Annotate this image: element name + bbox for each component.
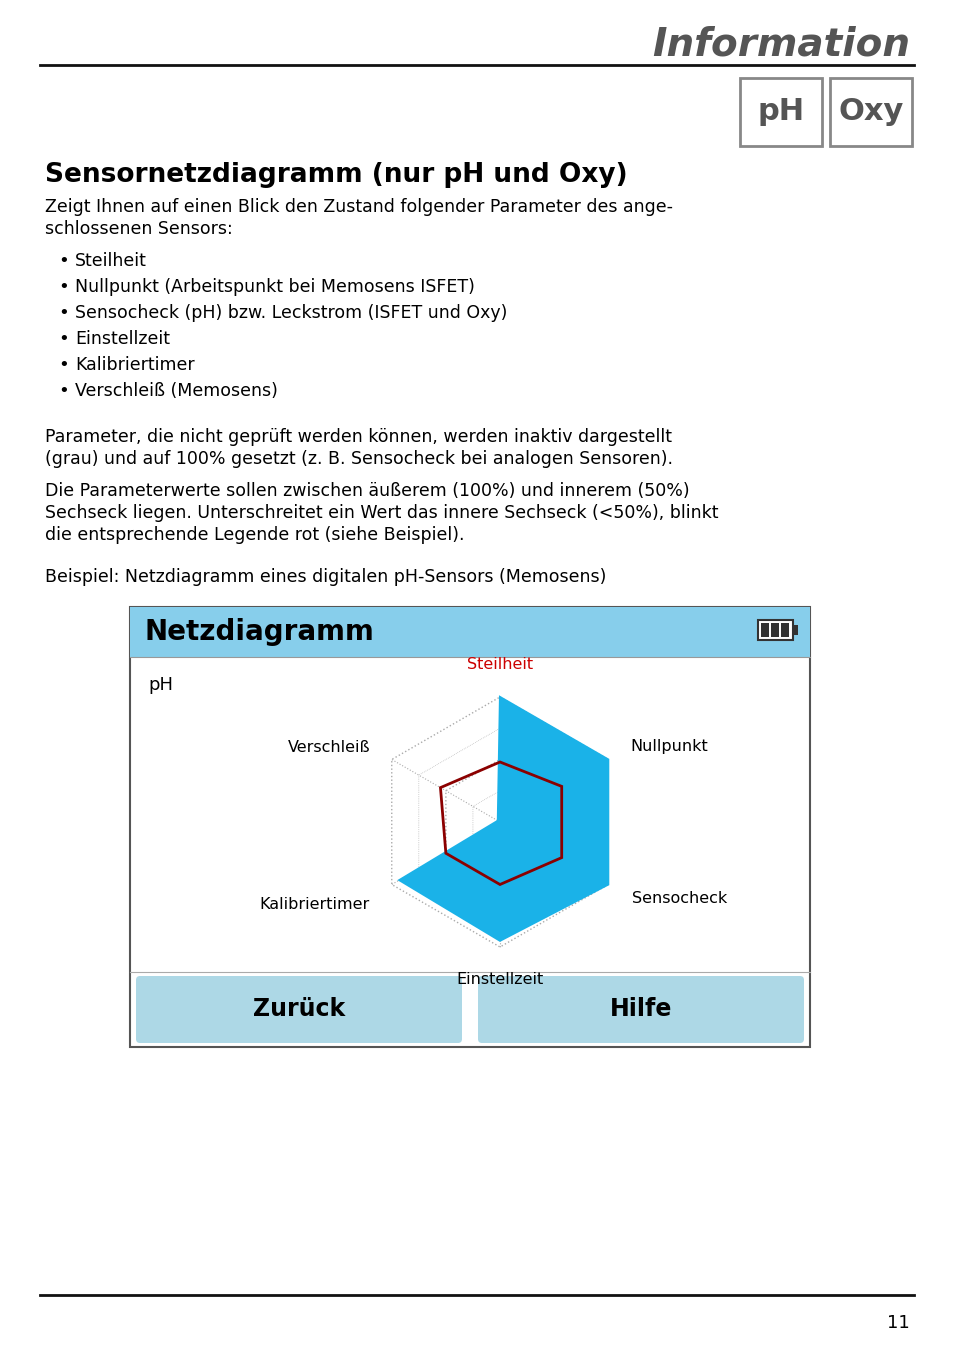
Text: schlossenen Sensors:: schlossenen Sensors: <box>45 221 233 238</box>
Text: Beispiel: Netzdiagramm eines digitalen pH-Sensors (Memosens): Beispiel: Netzdiagramm eines digitalen p… <box>45 568 606 586</box>
FancyBboxPatch shape <box>781 623 788 638</box>
Text: Hilfe: Hilfe <box>609 998 672 1021</box>
FancyBboxPatch shape <box>130 607 809 656</box>
Text: Sensornetzdiagramm (nur pH und Oxy): Sensornetzdiagramm (nur pH und Oxy) <box>45 161 627 188</box>
FancyBboxPatch shape <box>770 623 779 638</box>
Text: Sensocheck (pH) bzw. Leckstrom (ISFET und Oxy): Sensocheck (pH) bzw. Leckstrom (ISFET un… <box>75 304 507 321</box>
FancyBboxPatch shape <box>136 976 461 1042</box>
Text: Nullpunkt: Nullpunkt <box>629 740 707 755</box>
Text: Information: Information <box>651 26 909 65</box>
Text: Steilheit: Steilheit <box>466 656 533 672</box>
Text: •: • <box>58 330 69 348</box>
Text: Verschleiß: Verschleiß <box>287 740 370 755</box>
Text: (grau) und auf 100% gesetzt (z. B. Sensocheck bei analogen Sensoren).: (grau) und auf 100% gesetzt (z. B. Senso… <box>45 451 672 468</box>
Text: Kalibriertimer: Kalibriertimer <box>75 356 194 374</box>
Text: Sechseck liegen. Unterschreitet ein Wert das innere Sechseck (<50%), blinkt: Sechseck liegen. Unterschreitet ein Wert… <box>45 504 718 522</box>
Text: Verschleiß (Memosens): Verschleiß (Memosens) <box>75 382 277 399</box>
Text: •: • <box>58 278 69 296</box>
Text: pH: pH <box>148 677 172 694</box>
Text: •: • <box>58 382 69 399</box>
Text: •: • <box>58 252 69 270</box>
Text: 11: 11 <box>886 1314 909 1332</box>
Text: Nullpunkt (Arbeitspunkt bei Memosens ISFET): Nullpunkt (Arbeitspunkt bei Memosens ISF… <box>75 278 475 296</box>
FancyBboxPatch shape <box>758 620 792 640</box>
FancyBboxPatch shape <box>829 78 911 147</box>
Text: Sensocheck: Sensocheck <box>632 890 726 905</box>
Text: •: • <box>58 356 69 374</box>
Text: Einstellzeit: Einstellzeit <box>456 972 543 987</box>
Text: Einstellzeit: Einstellzeit <box>75 330 170 348</box>
Text: Parameter, die nicht geprüft werden können, werden inaktiv dargestellt: Parameter, die nicht geprüft werden könn… <box>45 428 671 447</box>
FancyBboxPatch shape <box>740 78 821 147</box>
FancyBboxPatch shape <box>130 607 809 1046</box>
Text: pH: pH <box>757 97 803 126</box>
FancyBboxPatch shape <box>792 625 797 635</box>
FancyBboxPatch shape <box>760 623 768 638</box>
Text: Die Parameterwerte sollen zwischen äußerem (100%) und innerem (50%): Die Parameterwerte sollen zwischen äußer… <box>45 482 689 500</box>
Text: die entsprechende Legende rot (siehe Beispiel).: die entsprechende Legende rot (siehe Bei… <box>45 526 464 543</box>
Text: •: • <box>58 304 69 321</box>
Text: Steilheit: Steilheit <box>75 252 147 270</box>
Text: Netzdiagramm: Netzdiagramm <box>145 617 375 646</box>
Text: Kalibriertimer: Kalibriertimer <box>259 897 370 912</box>
Polygon shape <box>399 697 608 940</box>
Text: Oxy: Oxy <box>838 97 902 126</box>
Text: Zurück: Zurück <box>253 998 345 1021</box>
Text: Zeigt Ihnen auf einen Blick den Zustand folgender Parameter des ange-: Zeigt Ihnen auf einen Blick den Zustand … <box>45 198 672 217</box>
FancyBboxPatch shape <box>477 976 803 1042</box>
